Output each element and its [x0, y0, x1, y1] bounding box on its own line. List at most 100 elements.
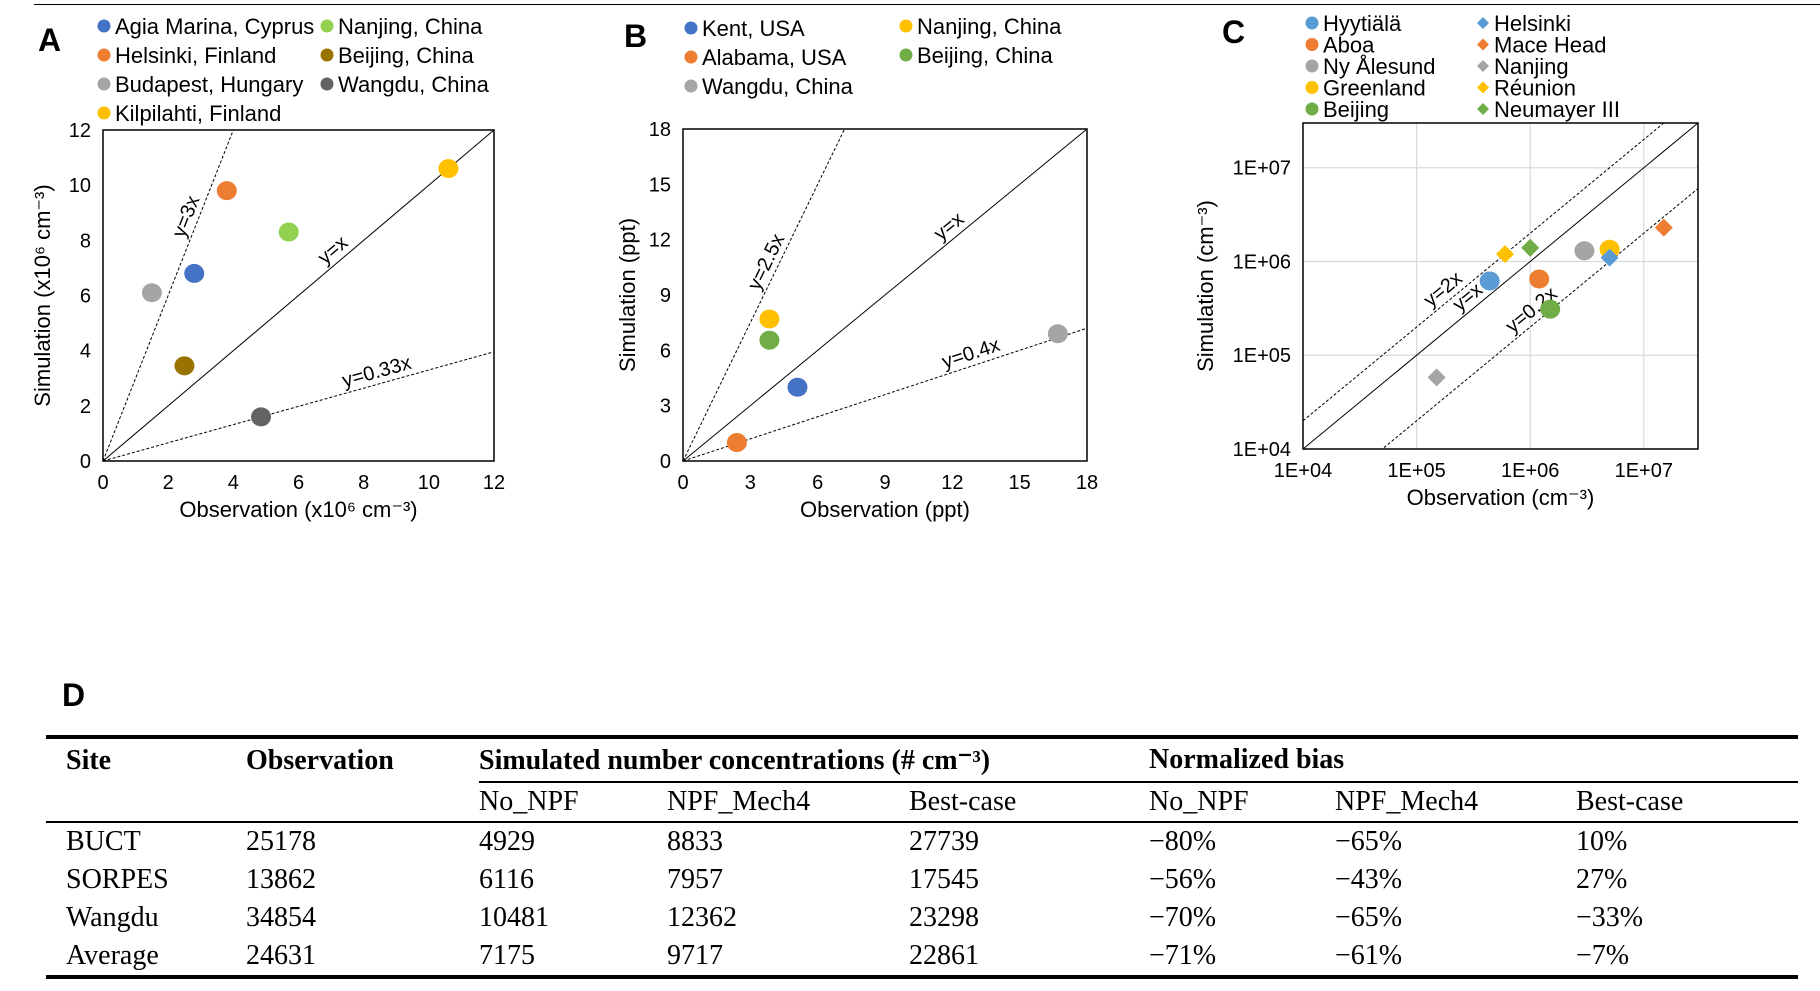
reference-line	[103, 130, 234, 461]
reference-line	[1303, 123, 1698, 449]
data-point	[787, 377, 808, 397]
legend-item: Greenland	[1305, 76, 1426, 101]
x-tick-label: 8	[358, 472, 369, 494]
table-cell: −71%	[1149, 937, 1335, 979]
x-tick-label: 1E+05	[1387, 460, 1445, 482]
x-tick-label: 12	[941, 472, 963, 494]
legend-marker-circle	[1305, 59, 1319, 73]
y-tick-label: 18	[649, 119, 671, 141]
data-point	[184, 263, 205, 283]
legend-label: Réunion	[1494, 76, 1576, 101]
legend-marker-circle	[1305, 38, 1319, 51]
legend-item: Agia Marina, Cyprus	[97, 14, 314, 39]
y-tick-label: 3	[660, 396, 671, 418]
y-tick-label: 1E+05	[1233, 345, 1291, 367]
panel-label-c: C	[1222, 14, 1246, 50]
legend-marker-circle	[1305, 102, 1319, 116]
legend-marker-circle	[320, 77, 334, 91]
y-tick-label: 6	[660, 340, 671, 362]
table-row: Wangdu 34854 10481 12362 23298 −70% −65% −33%	[46, 899, 1798, 937]
header-bias-group: Normalized bias	[1149, 735, 1798, 783]
x-tick-label: 12	[483, 472, 505, 494]
legend-label: Hyytiälä	[1323, 11, 1402, 36]
table-cell: 27739	[909, 826, 979, 857]
table-cell: 6116	[479, 864, 534, 895]
subheader-bias-npf-mech4: NPF_Mech4	[1335, 782, 1576, 823]
table-cell: 12362	[667, 902, 737, 933]
table-cell: 10%	[1576, 826, 1628, 857]
legend-item: Neumayer III	[1477, 97, 1620, 122]
table-cell: −33%	[1576, 902, 1644, 933]
table-cell: 34854	[246, 902, 316, 933]
table-header-row: Site Observation Simulated number concen…	[46, 735, 1798, 783]
data-point	[1540, 299, 1561, 319]
legend-label: Kent, USA	[702, 16, 805, 41]
plot-frame	[1302, 122, 1699, 450]
table-body: BUCT 25178 4929 8833 27739 −80% −65% 10% SORPES 1…	[46, 822, 1798, 979]
y-tick-label: 2	[80, 396, 91, 418]
plot-frame	[102, 129, 495, 462]
legend-item: Ny Ålesund	[1305, 54, 1436, 79]
table-cell: 23298	[909, 902, 979, 933]
legend-item: Nanjing, China	[899, 14, 1062, 39]
y-axis-title: Simulation (cm⁻³)	[1193, 200, 1218, 372]
table-cell: 24631	[246, 937, 479, 979]
table-cell: Average	[46, 937, 246, 979]
panel-label-b: B	[624, 18, 648, 54]
reference-line-label: y=x	[314, 232, 352, 269]
y-tick-label: 12	[649, 230, 671, 252]
reference-line-label: y=0.33x	[340, 352, 414, 392]
y-tick-label: 9	[660, 285, 671, 307]
table-cell: 17545	[909, 864, 979, 895]
x-tick-label: 4	[228, 472, 239, 494]
table-cell: BUCT	[66, 826, 141, 857]
table-cell: −7%	[1576, 937, 1798, 979]
header-observation: Observation	[246, 735, 479, 782]
plot-frame	[682, 128, 1088, 462]
header-simulated-group: Simulated number concentrations (# cm⁻³)	[479, 735, 1149, 783]
legend-item: Nanjing, China	[320, 14, 483, 39]
chart-panel-b: y=2.5x y=x y=0.4x 0 3 6 9 12 15 18 0 3 6 9 12 15 18 Obser…	[615, 14, 1098, 522]
table-cell: 9717	[667, 937, 909, 979]
results-table: Site Observation Simulated number concen…	[46, 735, 1798, 979]
data-point	[1479, 271, 1500, 291]
data-point	[759, 330, 780, 350]
legend-label: Agia Marina, Cyprus	[115, 14, 314, 39]
legend-label: Beijing, China	[338, 43, 475, 68]
legend-marker-diamond	[1477, 60, 1489, 72]
x-tick-label: 2	[163, 472, 174, 494]
legend-label: Helsinki, Finland	[115, 43, 276, 68]
data-point	[251, 407, 272, 427]
reference-line	[1381, 188, 1698, 449]
legend-marker-circle	[684, 50, 698, 64]
y-tick-label: 15	[649, 174, 671, 196]
y-tick-label: 1E+06	[1233, 251, 1291, 273]
legend-label: Nanjing	[1494, 54, 1569, 79]
legend-marker-circle	[97, 19, 111, 33]
data-point-diamond	[1521, 238, 1540, 257]
data-point	[216, 181, 237, 201]
reference-line-label: y=x	[930, 208, 968, 245]
reference-line	[103, 351, 494, 461]
reference-line	[103, 130, 494, 461]
x-tick-label: 0	[677, 472, 688, 494]
panel-label-d: D	[62, 677, 86, 713]
legend-marker-diamond	[1477, 103, 1489, 115]
table-cell: 27%	[1576, 864, 1628, 895]
data-point	[1529, 269, 1550, 289]
legend-marker-circle	[899, 48, 913, 62]
data-point	[759, 309, 780, 329]
data-point	[278, 222, 299, 242]
table-cell: SORPES	[66, 864, 169, 895]
data-point	[438, 159, 459, 179]
legend-label: Nanjing, China	[338, 14, 483, 39]
subheader-empty	[46, 782, 246, 823]
legend-item: Helsinki	[1477, 11, 1571, 36]
legend-label: Nanjing, China	[917, 14, 1062, 39]
x-tick-label: 1E+06	[1501, 460, 1559, 482]
legend-item: Wangdu, China	[684, 74, 854, 99]
legend-label: Aboa	[1323, 33, 1375, 58]
subheader-sim-npf-mech4: NPF_Mech4	[667, 782, 909, 823]
table-row: Average 24631 7175 9717 22861 −71% −61% −7%	[46, 937, 1798, 979]
